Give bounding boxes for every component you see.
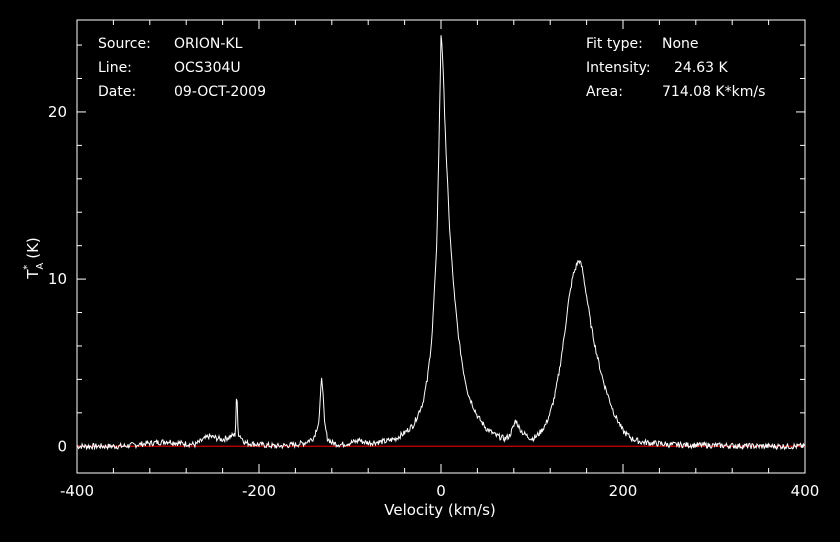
svg-text:TA*(K): TA*(K) — [22, 237, 46, 280]
x-tick-label: 0 — [436, 482, 446, 500]
tick-labels: -400 -200 0 200 400 0 10 20 — [48, 103, 819, 500]
area-label: Area: — [586, 84, 623, 100]
y-tick-label: 0 — [57, 437, 67, 455]
line-label: Line: — [98, 60, 132, 76]
fit-type-value: None — [662, 36, 699, 52]
x-tick-label: -200 — [242, 482, 276, 500]
date-label: Date: — [98, 84, 137, 100]
intensity-label: Intensity: — [586, 60, 651, 76]
intensity-value: 24.63 K — [674, 60, 728, 76]
area-value: 714.08 K*km/s — [662, 84, 766, 100]
x-tick-label: -400 — [60, 482, 94, 500]
y-tick-label: 10 — [48, 270, 67, 288]
spectrum-line — [76, 35, 805, 451]
y-tick-label: 20 — [48, 103, 67, 121]
fit-type-label: Fit type: — [586, 36, 643, 52]
line-value: OCS304U — [174, 60, 241, 76]
x-axis-label: Velocity (km/s) — [384, 501, 495, 519]
source-label: Source: — [98, 36, 151, 52]
date-value: 09-OCT-2009 — [174, 84, 266, 100]
y-axis-label: TA*(K) — [22, 237, 46, 280]
x-tick-label: 400 — [791, 482, 820, 500]
x-tick-label: 200 — [609, 482, 638, 500]
source-value: ORION-KL — [174, 36, 243, 52]
